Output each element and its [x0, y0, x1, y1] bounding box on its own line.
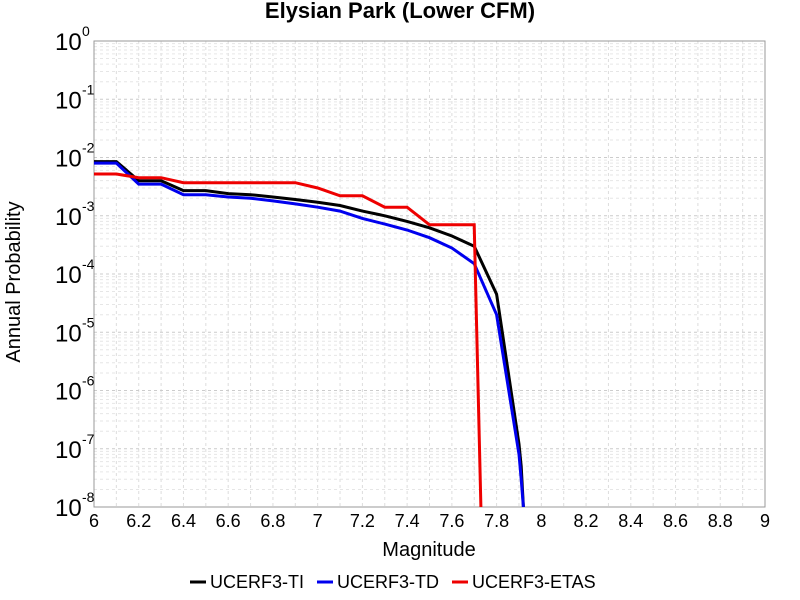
legend-label: UCERF3-ETAS [472, 572, 596, 592]
y-tick-base: 10 [55, 320, 82, 347]
legend-label: UCERF3-TI [210, 572, 304, 592]
x-tick-label: 7.8 [484, 511, 509, 531]
x-tick-label: 8.2 [574, 511, 599, 531]
x-tick-label: 7.2 [350, 511, 375, 531]
x-tick-label: 8 [536, 511, 546, 531]
y-tick-exponent: -1 [82, 81, 95, 97]
series-line-ucerf3-etas [94, 172, 483, 507]
legend: UCERF3-TI UCERF3-TD UCERF3-ETAS [190, 572, 596, 592]
y-tick-base: 10 [55, 29, 82, 56]
y-tick-exponent: -4 [82, 256, 95, 272]
x-tick-label: 7 [313, 511, 323, 531]
x-tick-label: 6.6 [216, 511, 241, 531]
x-tick-label: 6 [89, 511, 99, 531]
y-tick-exponent: -7 [82, 431, 95, 447]
y-tick-exponent: -8 [82, 489, 95, 505]
x-tick-label: 8.4 [618, 511, 643, 531]
legend-label: UCERF3-TD [337, 572, 439, 592]
grid [93, 41, 766, 508]
y-tick-label: 10 -4 [55, 256, 95, 289]
y-tick-label: 10 -7 [55, 431, 95, 464]
chart-title: Elysian Park (Lower CFM) [265, 0, 535, 23]
x-tick-label: 6.8 [260, 511, 285, 531]
x-tick-label: 8.8 [708, 511, 733, 531]
x-tick-label: 7.6 [439, 511, 464, 531]
y-tick-label: 10 -8 [55, 489, 95, 522]
legend-item: UCERF3-ETAS [452, 572, 596, 592]
x-axis-label: Magnitude [382, 539, 475, 561]
y-tick-exponent: -2 [82, 140, 95, 156]
legend-item: UCERF3-TD [317, 572, 439, 592]
y-tick-label: 10 0 [55, 23, 90, 56]
y-tick-exponent: -6 [82, 373, 95, 389]
x-tick-label: 7.4 [395, 511, 420, 531]
x-tick-label: 6.2 [126, 511, 151, 531]
plot-frame [93, 40, 766, 508]
y-tick-base: 10 [55, 204, 82, 231]
y-tick-exponent: -3 [82, 198, 95, 214]
series-line-ucerf3-ti [94, 160, 525, 507]
y-tick-label: 10 -2 [55, 140, 95, 173]
series-lines [94, 160, 525, 507]
y-tick-label: 10 -3 [55, 198, 95, 231]
y-tick-exponent: 0 [82, 23, 90, 39]
y-tick-base: 10 [55, 87, 82, 114]
y-axis-label: Annual Probability [3, 201, 25, 362]
series-line-ucerf3-td [94, 161, 525, 507]
y-tick-label: 10 -6 [55, 373, 95, 406]
y-tick-base: 10 [55, 262, 82, 289]
legend-item: UCERF3-TI [190, 572, 304, 592]
x-tick-label: 6.4 [171, 511, 196, 531]
y-tick-base: 10 [55, 146, 82, 173]
x-tick-label: 9 [760, 511, 770, 531]
y-tick-label: 10 -5 [55, 314, 95, 347]
y-tick-exponent: -5 [82, 314, 95, 330]
y-tick-label: 10 -1 [55, 81, 95, 114]
y-tick-base: 10 [55, 379, 82, 406]
y-tick-base: 10 [55, 495, 82, 522]
x-tick-labels: 6 6.2 6.4 6.6 6.8 7 7.2 7.4 7.6 7.8 8 8.2 8.4 8.6 8.8 9 [89, 511, 770, 531]
x-tick-label: 8.6 [663, 511, 688, 531]
y-tick-base: 10 [55, 437, 82, 464]
